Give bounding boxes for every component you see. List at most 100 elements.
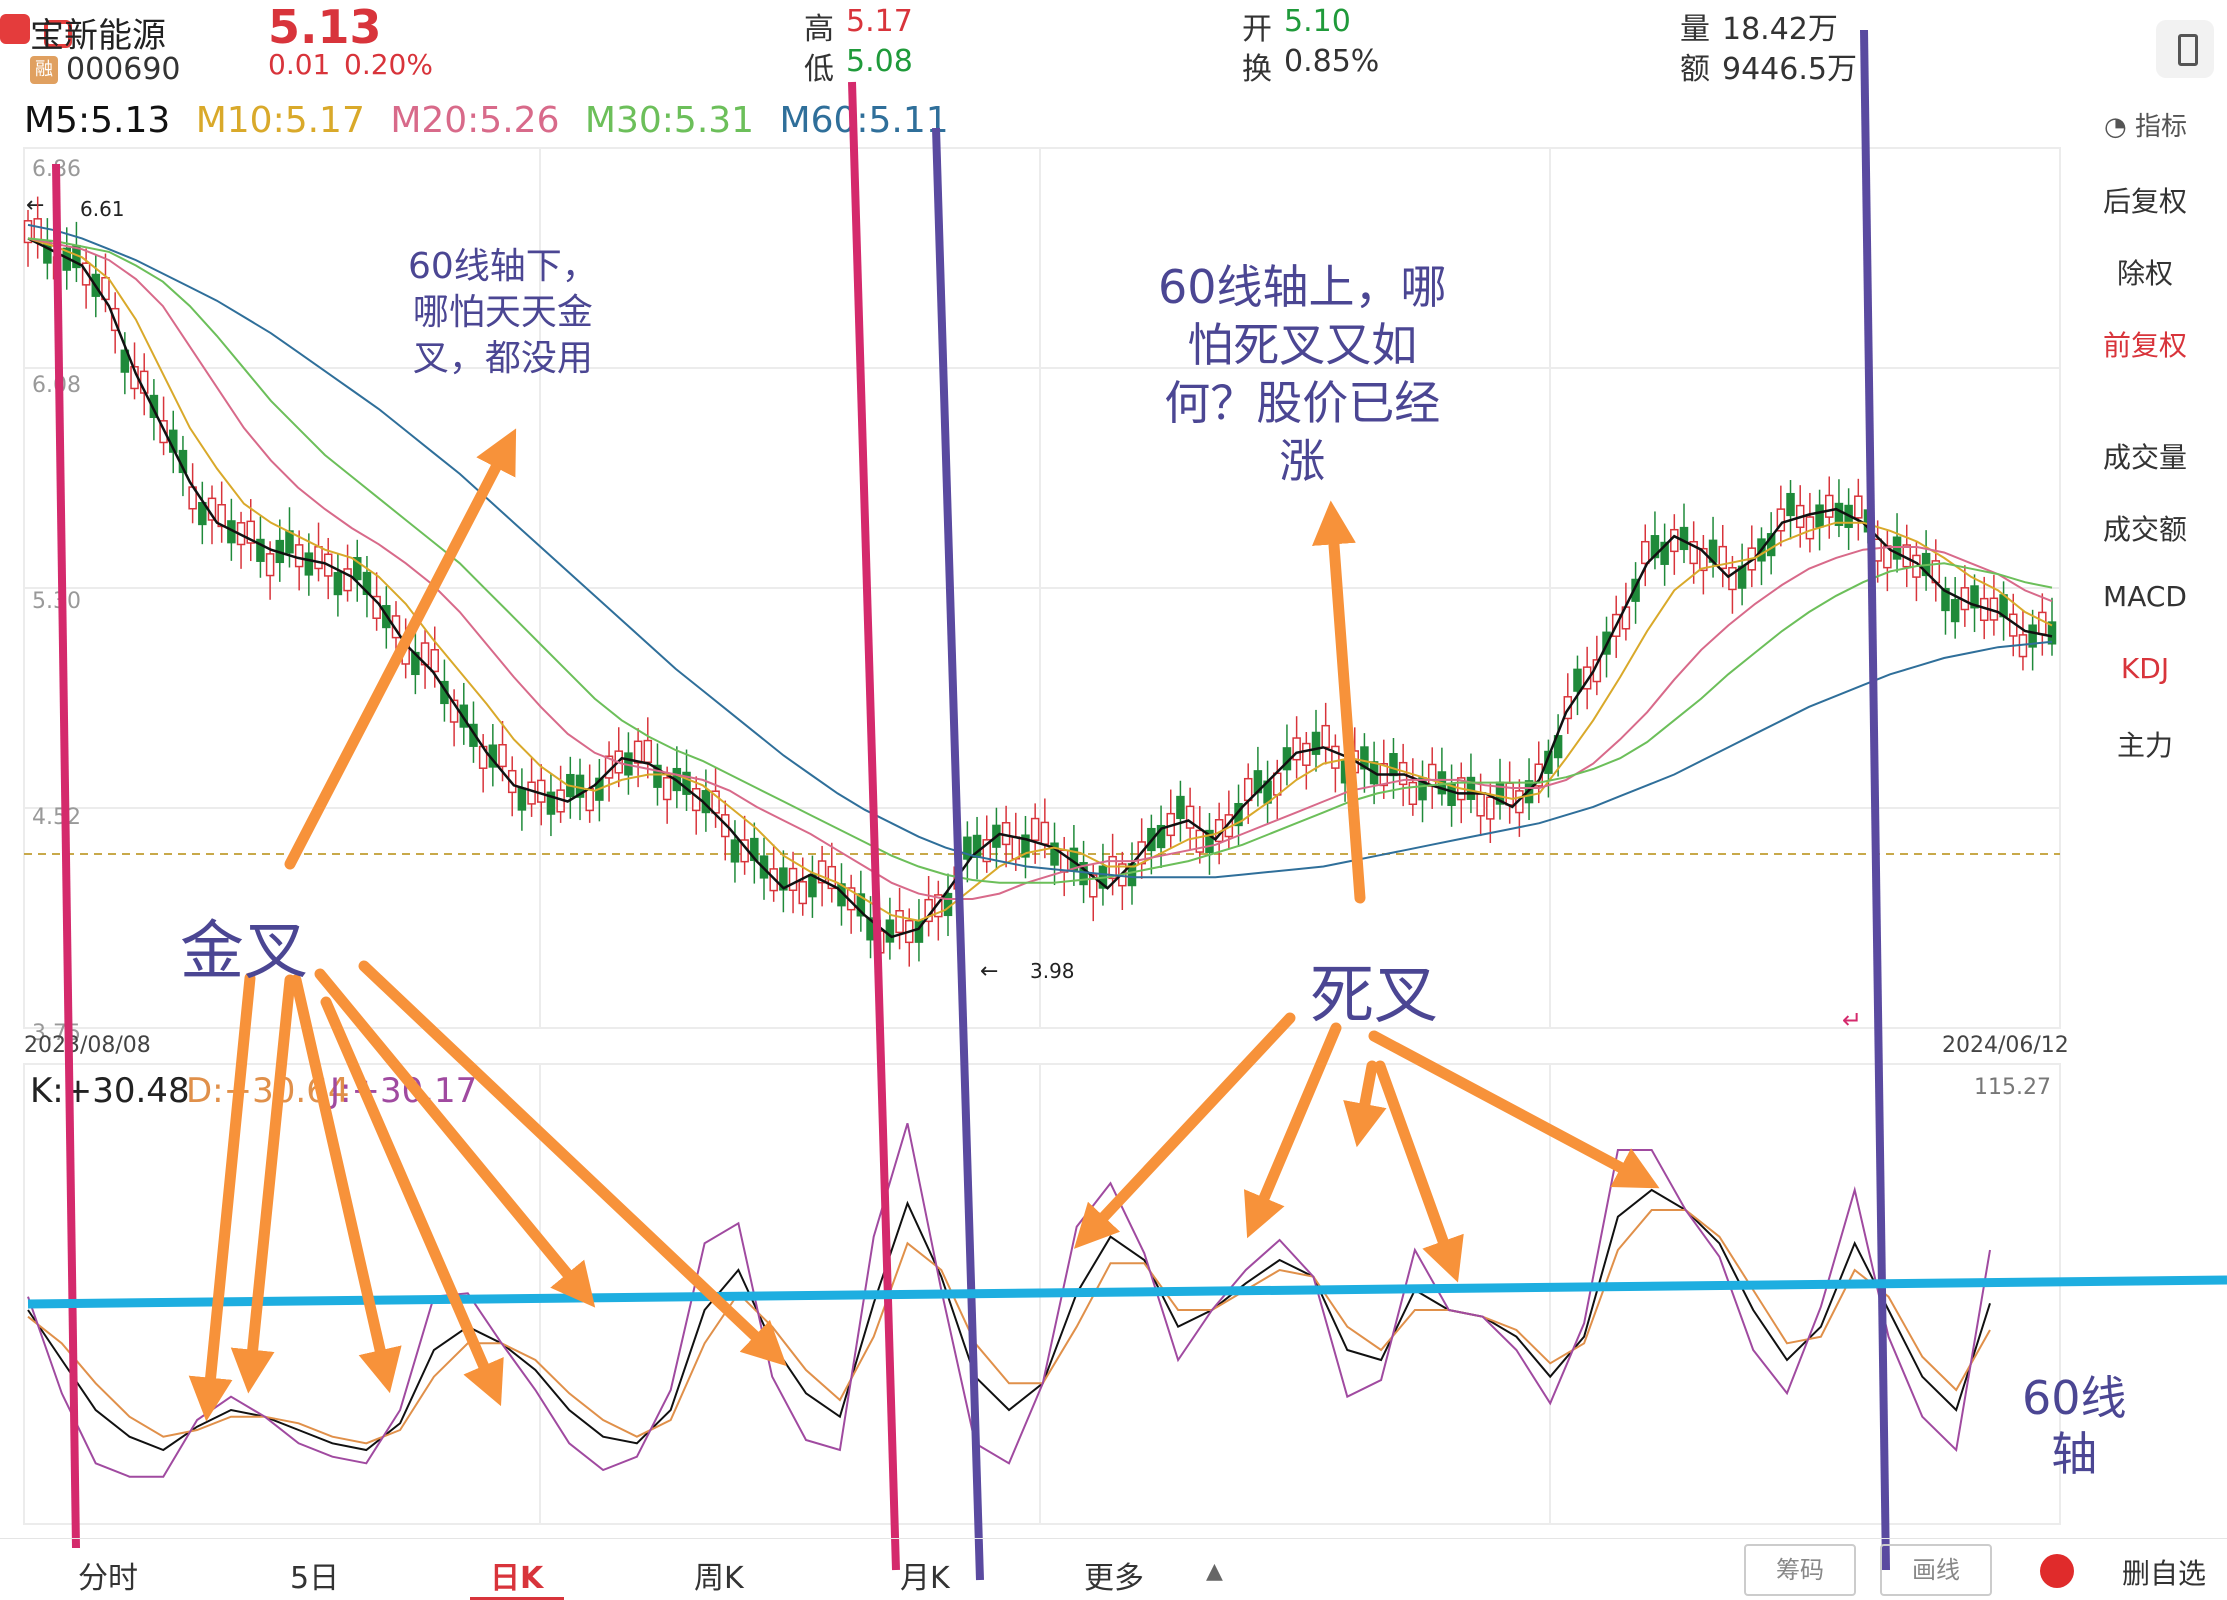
candle-body (1408, 781, 1418, 806)
candle-body (1641, 540, 1650, 565)
candle-body (1079, 862, 1088, 886)
active-tab-underline (470, 1597, 564, 1600)
candle-body (1544, 750, 1553, 774)
candle-body (1679, 526, 1689, 551)
candle-body (1776, 508, 1786, 532)
candle-body (246, 520, 255, 544)
arrow-gc-6 (358, 960, 787, 1367)
chips-button[interactable]: 筹码 (1744, 1544, 1856, 1596)
last-price: 5.13 (268, 0, 382, 54)
menu-chuquan[interactable]: 除权 (2116, 257, 2173, 290)
candle-body (1786, 492, 1795, 517)
candle-body (449, 699, 459, 723)
candle-body (1185, 805, 1195, 829)
pen-mark-icon: ↵ (1842, 1006, 1862, 1034)
ma-lines (27, 223, 2053, 939)
tab-monthly-k[interactable]: 月K (900, 1561, 950, 1596)
record-icon[interactable] (2040, 1554, 2074, 1588)
magenta-line-1 (52, 163, 80, 1549)
candle-body (963, 836, 972, 860)
candle-body (353, 557, 362, 581)
arrow-gc-2 (230, 974, 296, 1394)
kdj-top-value: 115.27 (1974, 1075, 2051, 1100)
ma5-value: M5:5.13 (24, 100, 171, 141)
price-change: 0.01 (268, 48, 331, 81)
candle-body (1331, 745, 1340, 769)
chart-grid (23, 147, 2061, 1525)
candle-body (23, 220, 33, 244)
candle-body (1360, 746, 1369, 770)
remove-watchlist-button[interactable]: 删自选 (2122, 1557, 2207, 1590)
candle-body (546, 791, 556, 815)
draw-button[interactable]: 画线 (1880, 1544, 1992, 1596)
menu-volume[interactable]: 成交量 (2102, 441, 2187, 474)
menu-qianfuquan[interactable]: 前复权 (2102, 329, 2187, 362)
ma-line-m30 (27, 237, 2053, 884)
tab-daily-k[interactable]: 日K (490, 1561, 544, 1596)
candle-body (537, 779, 546, 803)
high-label: 高 (804, 12, 834, 47)
candle-body (817, 860, 827, 884)
candle-body (827, 865, 837, 890)
candle-body (1292, 737, 1301, 761)
candle-body (1205, 829, 1214, 854)
candle-body (1854, 495, 1863, 519)
candle-body (1805, 516, 1815, 540)
annotation-lines (27, 29, 2227, 1581)
ma-line-m60 (27, 223, 2053, 879)
candle-body (1389, 753, 1398, 777)
candle-body (1582, 666, 1592, 690)
sixty-axis-line (27, 1275, 2227, 1309)
high-value: 5.17 (846, 4, 913, 39)
menu-houfuquan[interactable]: 后复权 (2102, 185, 2187, 218)
arrow-dc-2 (1244, 1022, 1342, 1239)
arrow-dc-5 (1368, 1030, 1660, 1189)
caret-up-icon[interactable]: ▲ (1206, 1559, 1223, 1584)
candle-body (1766, 533, 1776, 557)
tab-more[interactable]: 更多 (1084, 1561, 1144, 1596)
candle-body (1466, 776, 1476, 800)
low-label: 低 (804, 52, 834, 87)
ma10-value: M10:5.17 (195, 100, 365, 141)
open-label: 开 (1242, 12, 1272, 47)
candle-body (1021, 834, 1030, 858)
max-marker: 6.61 (80, 197, 125, 221)
date-end: 2024/06/12 (1942, 1033, 2069, 1058)
candle-body (1321, 724, 1330, 749)
menu-amount[interactable]: 成交额 (2102, 513, 2187, 546)
volume-value: 18.42万 (1722, 12, 1838, 47)
amount-value: 9446.5万 (1722, 52, 1857, 87)
candle-body (1476, 793, 1485, 817)
menu-kdj[interactable]: KDJ (2120, 652, 2170, 685)
tab-5day[interactable]: 5日 (290, 1561, 340, 1596)
candle-body (798, 881, 807, 905)
candle-body (1892, 536, 1902, 560)
menu-macd[interactable]: MACD (2103, 580, 2187, 613)
candle-body (120, 349, 130, 373)
candle-body (585, 788, 594, 812)
candle-body (2028, 624, 2037, 648)
tab-intraday[interactable]: 分时 (78, 1561, 138, 1596)
candle-body (1834, 502, 1844, 526)
stock-header: 宝新能源 融 000690 5.13 0.01 0.20% 高 5.17 低 5… (0, 0, 2227, 96)
candle-body (982, 839, 991, 863)
candle-body (856, 893, 866, 917)
gauge-icon: ◔ (2104, 112, 2127, 142)
ma-line-m20 (27, 237, 2053, 900)
tab-weekly-k[interactable]: 周K (694, 1561, 744, 1596)
candle-body (1689, 540, 1698, 565)
menu-main-force[interactable]: 主力 (2116, 729, 2173, 762)
candle-body (779, 867, 788, 891)
indicator-button[interactable]: ◔ 指标 (2104, 106, 2187, 143)
landscape-toggle-button[interactable] (2156, 20, 2214, 78)
candle-body (149, 394, 159, 419)
candle-body (885, 919, 895, 943)
candle-body (1718, 545, 1727, 570)
margin-badge: 融 (30, 56, 58, 84)
candle-body (682, 771, 691, 795)
price-axis-label: 3.75 (32, 1021, 81, 1046)
open-value: 5.10 (1284, 4, 1351, 39)
candle-body (430, 649, 439, 673)
candle-body (1728, 567, 1737, 591)
